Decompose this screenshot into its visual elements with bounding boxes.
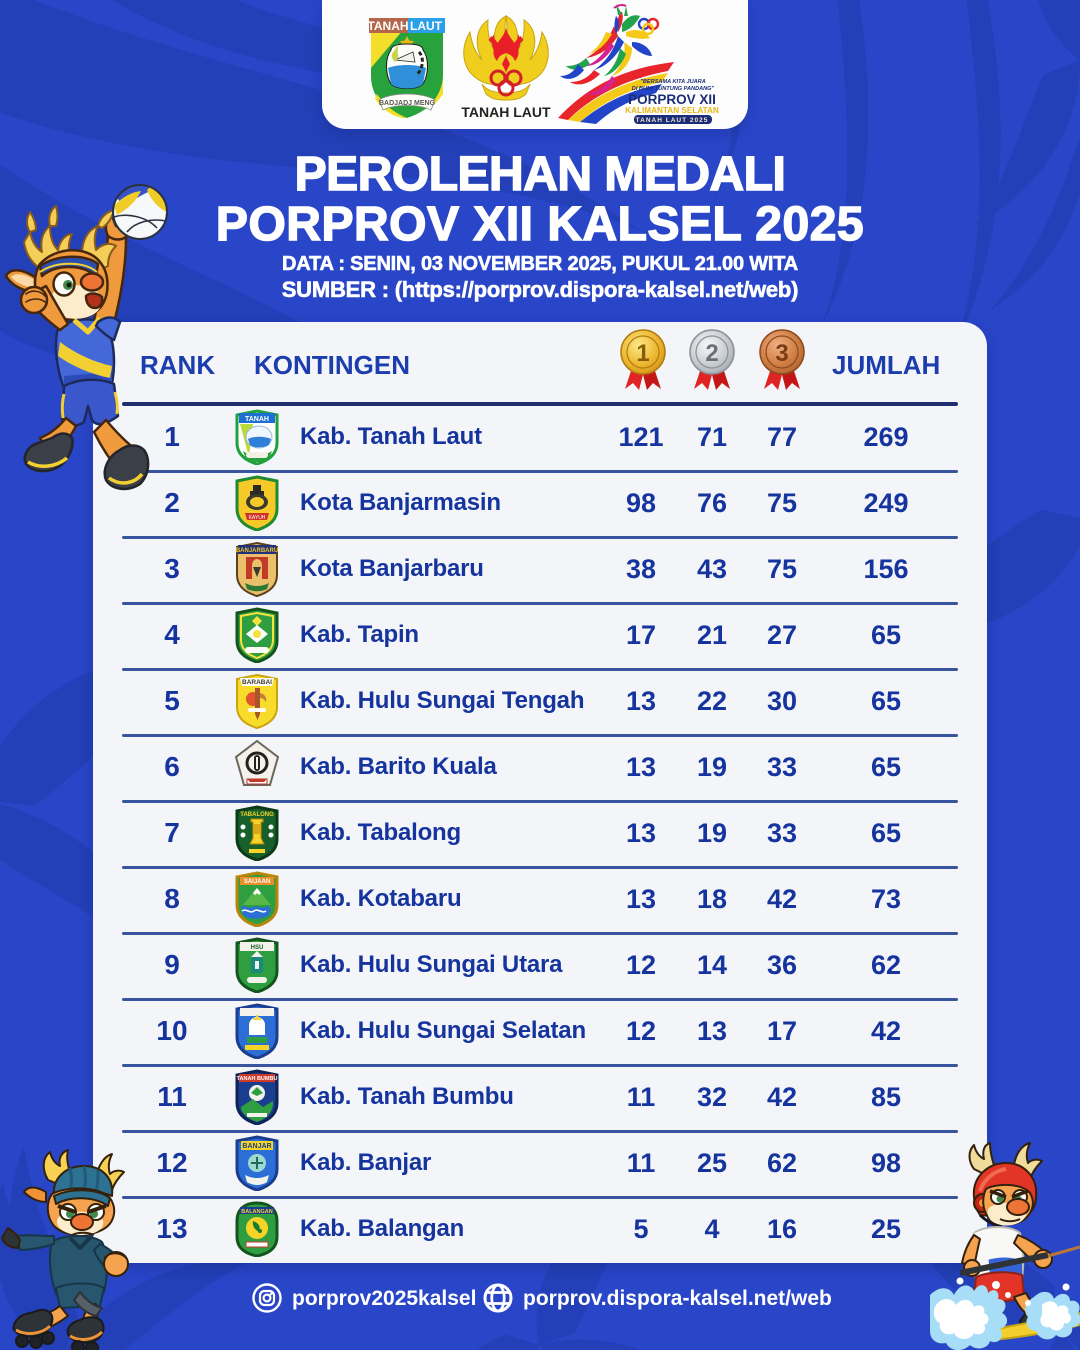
svg-text:SAIJAAN: SAIJAAN [244, 879, 270, 885]
svg-text:TABALONG: TABALONG [240, 812, 274, 818]
svg-text:TANAH: TANAH [245, 416, 269, 423]
svg-text:BANJARBARU: BANJARBARU [236, 548, 278, 554]
svg-text:TANAH BUMBU: TANAH BUMBU [237, 1076, 278, 1082]
svg-text:"BERSAMA KITA JUARA: "BERSAMA KITA JUARA [640, 79, 706, 85]
svg-text:KAYUH: KAYUH [249, 515, 266, 521]
svg-text:BALANGAN: BALANGAN [241, 1209, 272, 1215]
svg-text:TANAH: TANAH [367, 19, 408, 33]
svg-text:HSU: HSU [251, 945, 264, 951]
svg-text:KALIMANTAN SELATAN: KALIMANTAN SELATAN [625, 106, 719, 115]
svg-text:2: 2 [705, 340, 718, 367]
svg-text:TANAH LAUT 2025: TANAH LAUT 2025 [636, 117, 709, 124]
svg-text:DI BUMI TUNTUNG PANDANG": DI BUMI TUNTUNG PANDANG" [632, 86, 715, 92]
svg-text:1: 1 [636, 340, 649, 367]
svg-text:3: 3 [775, 340, 788, 367]
svg-text:BARABAI: BARABAI [242, 679, 272, 686]
svg-text:LAUT: LAUT [410, 19, 443, 33]
svg-text:TANAH LAUT: TANAH LAUT [461, 104, 551, 120]
svg-text:PORPROV XII: PORPROV XII [628, 92, 716, 107]
svg-text:BANJAR: BANJAR [242, 1143, 271, 1150]
svg-text:BADJADJ MENG: BADJADJ MENG [379, 100, 436, 107]
